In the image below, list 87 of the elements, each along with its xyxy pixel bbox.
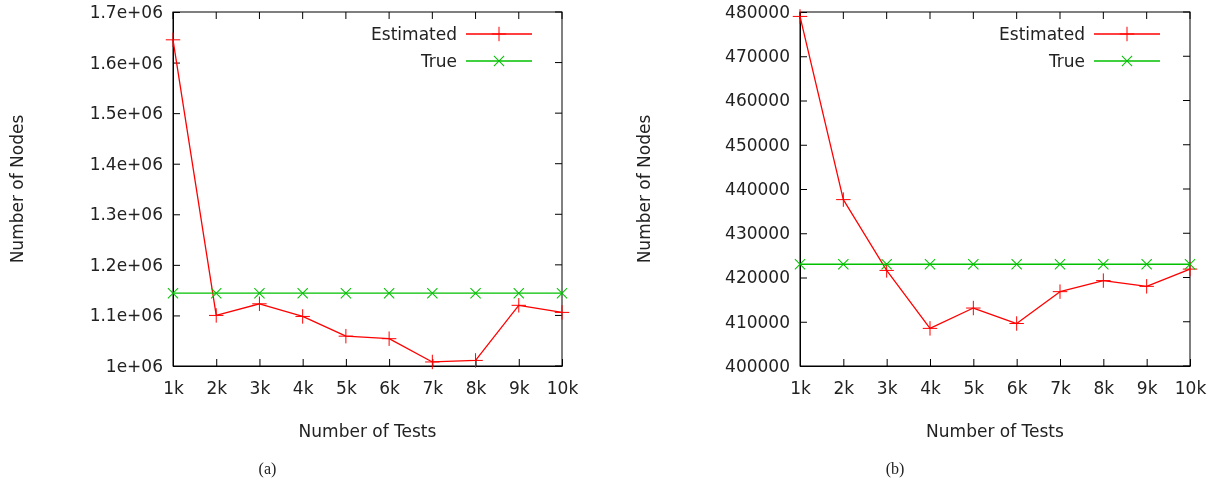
y-tick-label: 1.4e+06 [89, 153, 163, 174]
point [208, 307, 224, 324]
point [340, 287, 352, 299]
point [878, 262, 895, 279]
point [167, 287, 179, 299]
point [967, 258, 979, 270]
point [554, 304, 570, 321]
point [1141, 258, 1153, 270]
x-tick-label: 4k [292, 378, 314, 399]
point [1097, 258, 1109, 270]
y-tick-label: 1.5e+06 [89, 103, 163, 124]
point [1052, 283, 1068, 300]
point [965, 300, 982, 316]
x-tick-label: 8k [465, 378, 487, 399]
x-tick-label: 10k [1174, 378, 1207, 399]
y-tick-label: 1.7e+06 [89, 1, 163, 22]
y-tick-label: 420000 [725, 267, 790, 288]
point [922, 320, 938, 337]
point [253, 287, 266, 299]
point [381, 330, 397, 347]
x-tick-label: 5k [963, 378, 985, 399]
y-tick-label: 470000 [725, 46, 790, 67]
x-tick-label: 2k [833, 378, 855, 399]
y-tick-label: 1.1e+06 [89, 305, 163, 326]
y-tick-label: 410000 [725, 311, 790, 332]
y-axis-title: Number of Nodes [634, 114, 654, 264]
point [835, 191, 852, 208]
x-tick-label: 1k [163, 378, 184, 399]
point [469, 287, 482, 299]
point [210, 287, 222, 299]
x-axis-title: Number of Tests [298, 421, 437, 441]
x-tick-label: 3k [876, 378, 898, 399]
y-tick-label: 1.6e+06 [89, 52, 163, 73]
y-tick-label: 400000 [725, 355, 790, 376]
x-tick-label: 10k [546, 378, 579, 399]
y-axis-title: Number of Nodes [7, 114, 27, 264]
point [467, 352, 484, 369]
y-tick-label: 430000 [725, 223, 790, 244]
point [1095, 272, 1112, 289]
y-tick-label: 440000 [725, 178, 790, 199]
x-tick-label: 8k [1093, 378, 1115, 399]
x-tick-label: 7k [422, 378, 444, 399]
point [837, 258, 849, 270]
x-tick-label: 4k [920, 378, 941, 399]
point [511, 297, 527, 314]
x-tick-label: 3k [249, 378, 271, 399]
y-tick-label: 480000 [725, 1, 790, 22]
point [1054, 258, 1066, 270]
point [424, 354, 441, 370]
x-tick-label: 7k [1050, 378, 1071, 399]
x-tick-label: 6k [379, 378, 401, 399]
point [165, 32, 181, 48]
x-tick-label: 2k [206, 378, 228, 399]
x-tick-label: 6k [1006, 378, 1028, 399]
y-tick-label: 1.2e+06 [89, 254, 163, 275]
text: (a) [258, 460, 277, 478]
x-tick-label: 9k [508, 378, 530, 399]
y-tick-label: 1e+06 [105, 355, 163, 376]
legend-label: True [1047, 50, 1085, 71]
x-tick-label: 9k [1136, 378, 1158, 399]
point [881, 258, 893, 270]
y-tick-label: 460000 [725, 90, 790, 111]
x-axis-title: Number of Tests [926, 421, 1065, 441]
point [1011, 258, 1023, 270]
point [294, 308, 311, 325]
legend-label: True [419, 50, 457, 71]
y-tick-label: 1.3e+06 [89, 204, 163, 225]
point [924, 258, 936, 270]
y-tick-label: 450000 [725, 134, 790, 155]
point [556, 287, 568, 299]
point [513, 287, 525, 299]
point [338, 328, 354, 344]
point [1184, 258, 1196, 270]
legend-label: Estimated [999, 23, 1085, 44]
x-tick-label: 5k [336, 378, 357, 399]
point [251, 296, 268, 312]
point [792, 8, 808, 25]
x-tick-label: 1k [790, 378, 811, 399]
text: (b) [885, 460, 905, 478]
point [383, 287, 395, 299]
point [1008, 315, 1025, 332]
point [1138, 278, 1155, 295]
point [1182, 261, 1198, 277]
legend-label: Estimated [371, 23, 457, 44]
point [794, 258, 806, 270]
point [297, 287, 309, 299]
point [426, 287, 438, 299]
